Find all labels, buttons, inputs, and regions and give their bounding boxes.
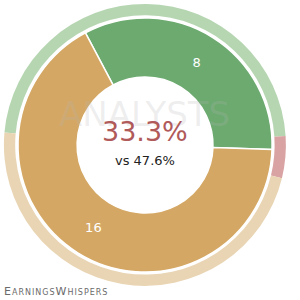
svg-text:33.3%: 33.3%	[102, 116, 188, 147]
svg-text:ANALYSTS: ANALYSTS	[59, 94, 230, 134]
svg-text:16: 16	[85, 220, 102, 235]
svg-text:vs 47.6%: vs 47.6%	[115, 153, 175, 168]
html-text:EarningsWhispers: EarningsWhispers	[4, 285, 109, 298]
svg-text:8: 8	[193, 55, 201, 70]
